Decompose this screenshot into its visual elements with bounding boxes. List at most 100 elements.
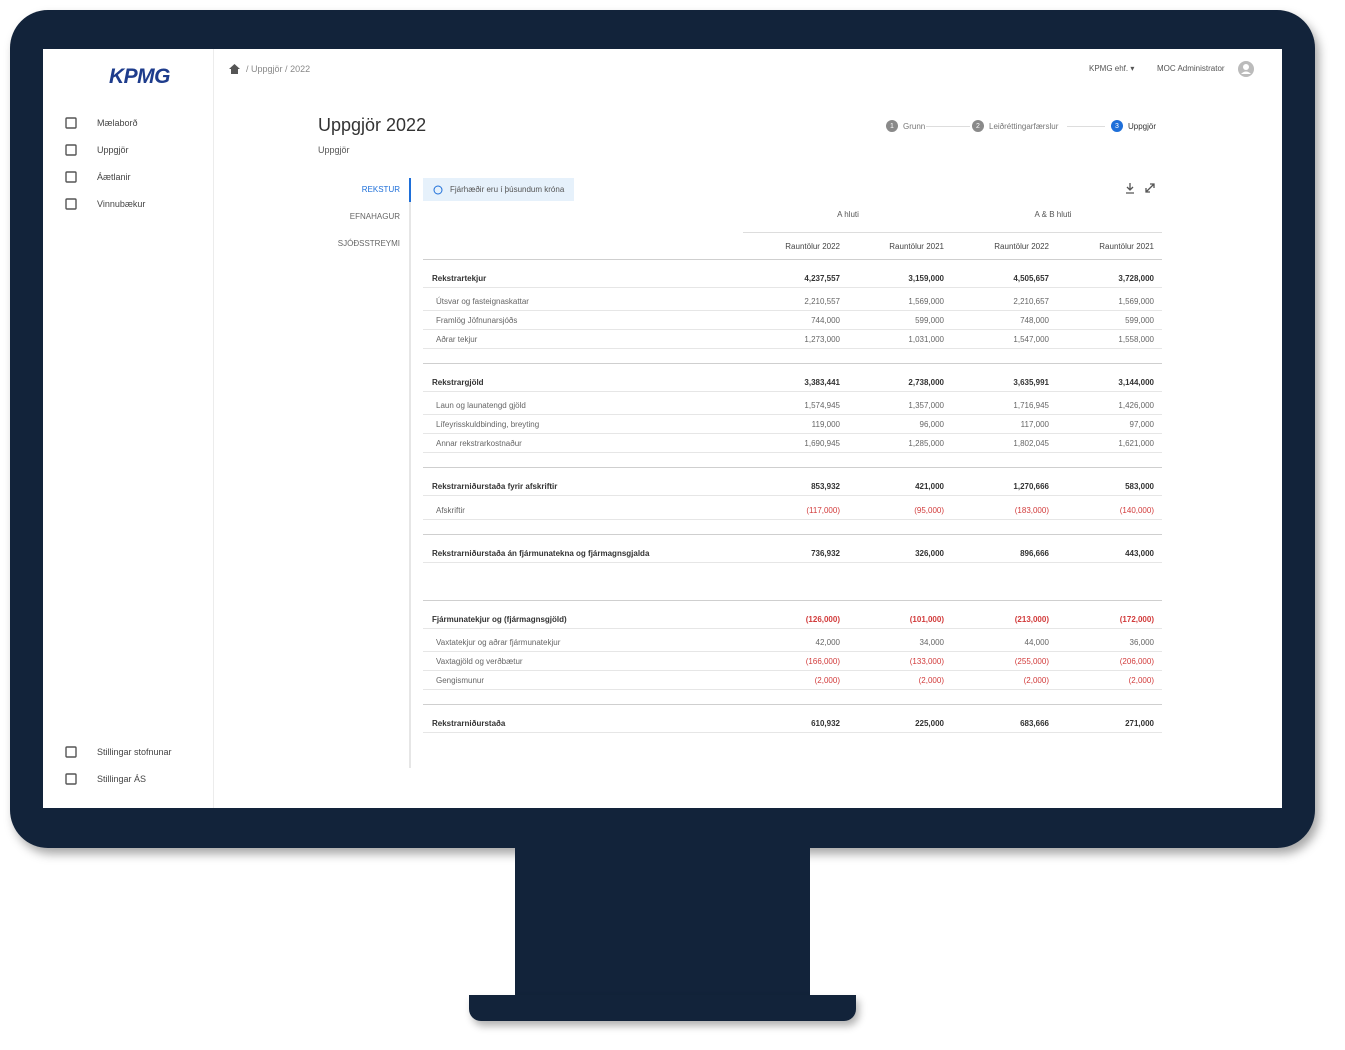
menu-item[interactable]: Stillingar stofnunar [65, 746, 172, 758]
row-label: Fjármunatekjur og (fjármagnsgjöld) [432, 615, 567, 624]
menu-item[interactable]: Mælaborð [65, 117, 138, 129]
row-label: Gengismunur [436, 676, 485, 685]
monitor-stand [515, 846, 810, 998]
cell-value: 1,285,000 [908, 439, 944, 448]
cell-value: 1,426,000 [1118, 401, 1154, 410]
section-line [423, 467, 1162, 468]
step[interactable]: 1 Grunn [886, 120, 925, 132]
download-icon[interactable] [1125, 183, 1135, 194]
cell-value: 744,000 [811, 316, 840, 325]
menu-item[interactable]: Stillingar ÁS [65, 773, 146, 785]
breadcrumb-item: 2022 [290, 64, 311, 74]
step-number: 1 [886, 120, 898, 132]
cell-value: 443,000 [1125, 549, 1154, 558]
menu-item[interactable]: Vinnubækur [65, 198, 145, 210]
cell-value: 1,558,000 [1118, 335, 1154, 344]
cell-value: 97,000 [1129, 420, 1154, 429]
cell-value: 117,000 [1020, 420, 1049, 429]
cell-value: 44,000 [1024, 638, 1049, 647]
step[interactable]: 3 Uppgjör [1111, 120, 1156, 132]
step[interactable]: 2 Leiðréttingarfærslur [972, 120, 1058, 132]
company-select[interactable]: KPMG ehf. ▾ [1089, 64, 1135, 73]
user-name[interactable]: MOC Administrator [1157, 64, 1225, 73]
row-line [423, 310, 1162, 311]
menu-icon [65, 198, 77, 210]
step-label: Uppgjör [1128, 121, 1157, 131]
row-label: Lífeyrisskuldbinding, breyting [436, 420, 540, 429]
cell-value: 748,000 [1020, 316, 1049, 325]
cell-value: (2,000) [814, 676, 840, 685]
tab[interactable]: SJÓÐSSTREYMI [337, 239, 400, 248]
column-header: Rauntölur 2022 [785, 242, 840, 251]
menu-label: Áætlanir [97, 172, 131, 182]
cell-value: 683,666 [1020, 719, 1049, 728]
row-label: Rekstrarniðurstaða án fjármunatekna og f… [432, 549, 650, 558]
page-subtitle: Uppgjör [318, 145, 350, 155]
cell-value: 34,000 [919, 638, 944, 647]
cell-value: 96,000 [919, 420, 944, 429]
row-label: Vaxtagjöld og verðbætur [436, 657, 523, 666]
cell-value: (183,000) [1014, 506, 1049, 515]
home-icon[interactable] [229, 64, 240, 74]
row-line [423, 287, 1162, 288]
cell-value: (126,000) [805, 615, 840, 624]
menu-item[interactable]: Uppgjör [65, 144, 129, 156]
row-line [423, 562, 1162, 563]
breadcrumb-item[interactable]: Uppgjör [251, 64, 283, 74]
row-label: Rekstrarniðurstaða fyrir afskriftir [432, 482, 558, 491]
row-label: Framlög Jöfnunarsjóðs [436, 316, 518, 325]
tab[interactable]: REKSTUR [361, 185, 400, 194]
menu-icon [65, 171, 77, 183]
row-label: Laun og launatengd gjöld [436, 401, 526, 410]
cell-value: 1,031,000 [908, 335, 944, 344]
cell-value: 1,574,945 [804, 401, 840, 410]
cell-value: 3,144,000 [1118, 378, 1154, 387]
user-avatar[interactable] [1238, 61, 1254, 77]
cell-value: 1,357,000 [908, 401, 944, 410]
header-line [743, 232, 1162, 233]
row-line [423, 495, 1162, 496]
row-line [423, 689, 1162, 690]
cell-value: 1,273,000 [804, 335, 840, 344]
row-label: Rekstrargjöld [432, 378, 484, 387]
cell-value: 1,569,000 [908, 297, 944, 306]
column-group: A hluti [837, 210, 859, 219]
cell-value: 225,000 [915, 719, 944, 728]
column-header: Rauntölur 2022 [994, 242, 1049, 251]
row-label: Aðrar tekjur [436, 335, 478, 344]
cell-value: (2,000) [1128, 676, 1154, 685]
cell-value: 421,000 [915, 482, 944, 491]
row-label: Útsvar og fasteignaskattar [436, 297, 529, 306]
tab-indicator [409, 178, 411, 202]
cell-value: 853,932 [811, 482, 840, 491]
row-label: Afskriftir [436, 506, 465, 515]
cell-value: 3,383,441 [804, 378, 840, 387]
cell-value: 583,000 [1125, 482, 1154, 491]
step-number: 2 [972, 120, 984, 132]
monitor-base [469, 995, 856, 1021]
menu-item[interactable]: Áætlanir [65, 171, 131, 183]
cell-value: (172,000) [1119, 615, 1154, 624]
cell-value: 1,716,945 [1013, 401, 1049, 410]
cell-value: (101,000) [909, 615, 944, 624]
step-connector [1067, 126, 1105, 127]
row-line [423, 628, 1162, 629]
expand-icon[interactable] [1145, 183, 1155, 193]
cell-value: 599,000 [915, 316, 944, 325]
cell-value: 4,237,557 [804, 274, 840, 283]
sidebar: KPMG [43, 49, 214, 808]
cell-value: 42,000 [815, 638, 840, 647]
cell-value: 896,666 [1020, 549, 1049, 558]
menu-icon [65, 144, 77, 156]
logo[interactable]: KPMG [109, 65, 171, 88]
cell-value: 1,547,000 [1013, 335, 1049, 344]
tab[interactable]: EFNAHAGUR [349, 212, 400, 221]
section-line [423, 534, 1162, 535]
column-header: Rauntölur 2021 [1099, 242, 1154, 251]
row-line [423, 348, 1162, 349]
tab-divider [409, 178, 411, 768]
cell-value: (213,000) [1014, 615, 1049, 624]
menu-label: Stillingar ÁS [97, 774, 147, 784]
row-line [423, 452, 1162, 453]
